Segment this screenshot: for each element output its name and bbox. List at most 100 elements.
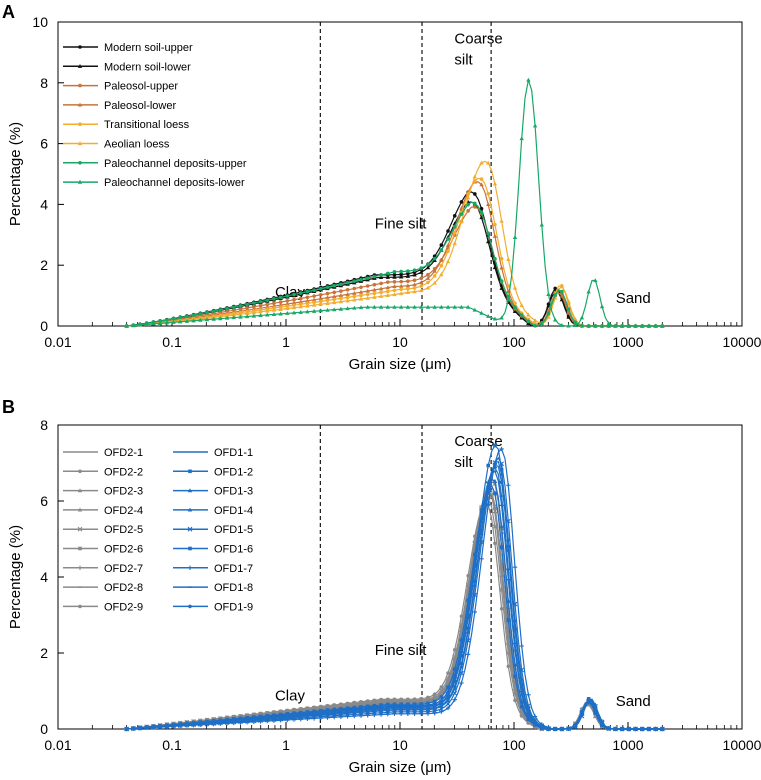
chart-panel-b: 0.01 0.1 1 10 100 1000 10000 0 2 4 6 8 Grain size (μ… (7, 417, 761, 776)
series-point (252, 712, 256, 717)
legend-label: OFD1-8 (214, 582, 253, 594)
series-point (312, 713, 316, 717)
series-point (492, 181, 498, 186)
series-point (406, 271, 410, 276)
series-point (560, 289, 564, 294)
series-point (426, 701, 430, 706)
series-point (600, 721, 604, 726)
series-point (653, 727, 658, 731)
legend-label: Modern soil-lower (104, 61, 191, 73)
series-point (546, 311, 551, 316)
series-point (452, 230, 457, 235)
series-OFD2-9 (124, 502, 665, 731)
series-point (399, 279, 403, 284)
series-point (553, 727, 557, 731)
series-point (419, 304, 424, 309)
x-tick-label: 10 (392, 334, 408, 350)
series-point (298, 309, 303, 314)
series-point (332, 707, 337, 712)
series-point (432, 708, 438, 714)
series-point (157, 321, 163, 325)
series-point (392, 707, 397, 712)
series-point (419, 702, 424, 706)
legend-item: OFD1-5 (173, 524, 253, 536)
series-point (298, 291, 303, 295)
series-point (419, 696, 424, 701)
series-point (379, 703, 383, 707)
series-line (126, 502, 663, 730)
series-point (580, 711, 584, 715)
series-OFD1-8 (124, 466, 665, 730)
legend-label: OFD2-4 (104, 505, 143, 517)
series-point (352, 297, 357, 302)
series-point (432, 274, 437, 278)
y-tick-label: 8 (40, 75, 48, 91)
series-point (392, 272, 397, 277)
series-point (479, 206, 484, 211)
series-point (144, 322, 149, 327)
series-point (378, 304, 384, 309)
series-point (252, 305, 256, 309)
series-point (439, 248, 444, 252)
series-line (126, 496, 663, 730)
series-point (439, 263, 444, 268)
series-point (352, 710, 357, 714)
legend-label: Aeolian loess (104, 139, 170, 151)
series-point (466, 598, 470, 603)
series-point (452, 304, 457, 309)
series-point (425, 265, 431, 270)
legend-item: Modern soil-lower (63, 61, 191, 73)
series-point (339, 289, 343, 293)
legend-item: Paleosol-upper (63, 81, 178, 93)
series-point (291, 300, 297, 305)
series-line (126, 460, 663, 730)
series-OFD1-3 (124, 460, 665, 731)
series-point (439, 304, 444, 309)
legend-label: Transitional loess (104, 119, 190, 131)
series-point (325, 708, 330, 712)
series-point (405, 290, 411, 294)
series-point (359, 277, 363, 282)
series-point (412, 702, 417, 707)
series-point (606, 726, 611, 731)
series-point (432, 710, 437, 716)
legend-marker (187, 565, 193, 570)
series-point (405, 304, 411, 309)
series-point (553, 286, 557, 291)
series-point (298, 304, 303, 309)
series-point (512, 235, 518, 239)
series-point (379, 697, 383, 702)
series-point (633, 727, 638, 731)
y-tick-label: 6 (40, 136, 48, 152)
series-line (126, 466, 663, 730)
series-point (231, 717, 236, 721)
series-point (519, 682, 524, 686)
series-point (292, 714, 296, 719)
series-point (519, 303, 524, 308)
legend-item: OFD1-3 (173, 486, 253, 498)
series-line (126, 492, 663, 730)
legend-item: OFD2-5 (63, 524, 143, 536)
series-point (372, 703, 377, 708)
series-point (446, 685, 450, 690)
series-point (352, 290, 357, 295)
series-point (372, 274, 377, 279)
series-point (278, 307, 283, 311)
series-point (566, 307, 571, 311)
legend-label: OFD1-9 (214, 601, 253, 613)
series-point (519, 708, 524, 712)
legend-marker (77, 507, 83, 512)
series-point (318, 715, 324, 721)
legend-item: Paleosol-lower (63, 100, 176, 112)
series-point (392, 280, 397, 284)
series-point (479, 160, 484, 165)
series-point (419, 284, 424, 288)
legend-item: OFD2-6 (63, 544, 143, 556)
series-point (479, 215, 484, 220)
legend-item: OFD1-9 (173, 601, 253, 613)
legend-marker (188, 604, 192, 609)
series-point (325, 285, 330, 289)
series-point (439, 695, 444, 699)
series-point (452, 214, 457, 218)
series-point (265, 713, 270, 718)
